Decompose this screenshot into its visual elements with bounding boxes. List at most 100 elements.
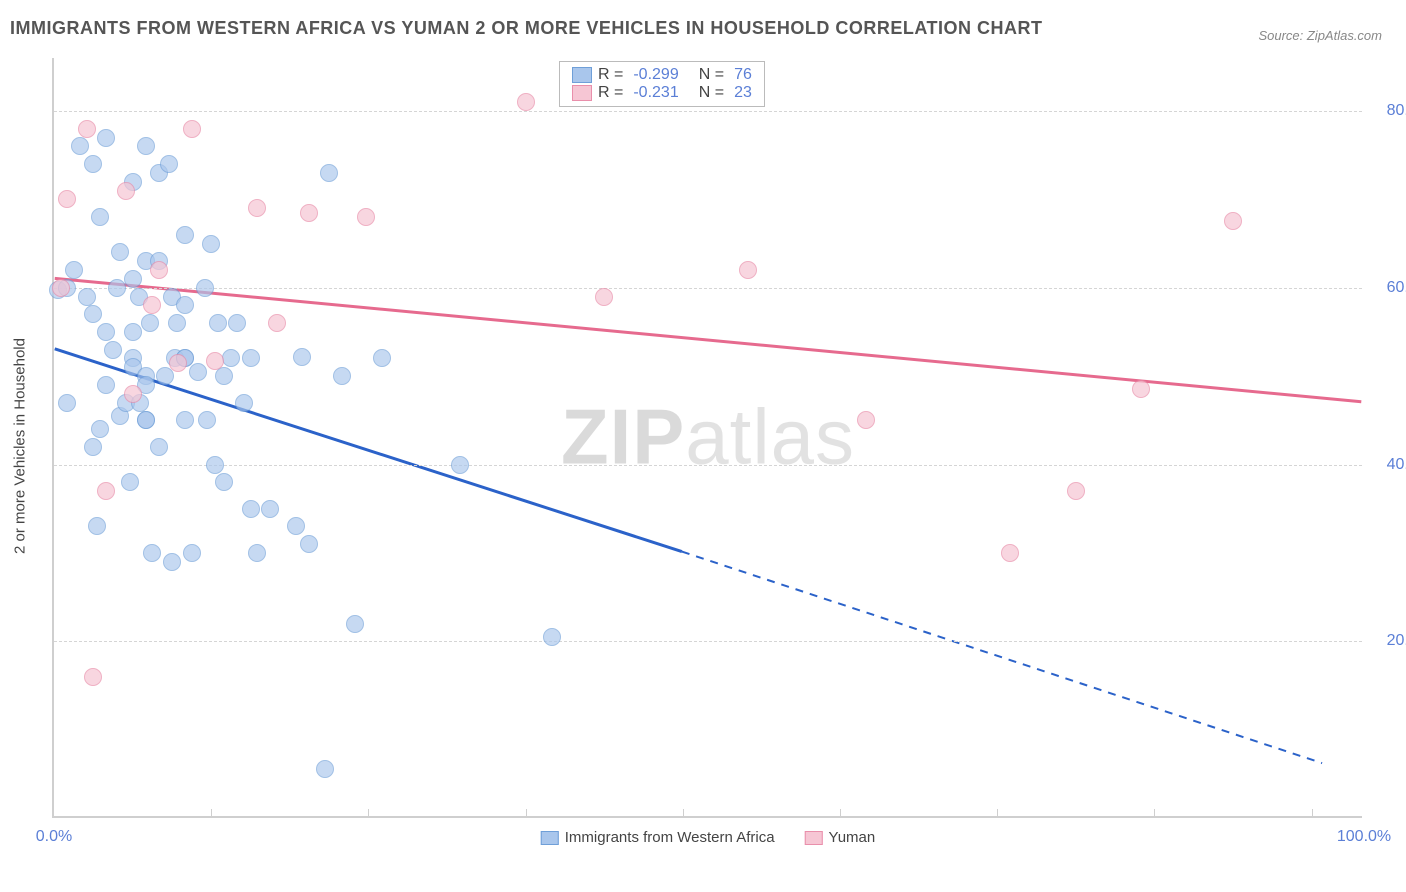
scatter-point [202,235,220,253]
xtick-minor [840,809,841,817]
ytick-label: 40.0% [1372,456,1406,474]
legend-n-value: 23 [734,84,752,102]
scatter-point [52,279,70,297]
scatter-point [97,376,115,394]
scatter-point [517,93,535,111]
scatter-point [198,411,216,429]
gridline-h [54,111,1362,112]
ytick-label: 20.0% [1372,632,1406,650]
scatter-point [124,385,142,403]
regression-line [55,278,1362,401]
scatter-point [78,288,96,306]
legend-label: Immigrants from Western Africa [565,829,775,846]
xtick-label: 0.0% [36,828,72,846]
scatter-point [84,155,102,173]
scatter-point [316,760,334,778]
scatter-point [215,367,233,385]
scatter-point [168,314,186,332]
scatter-point [111,243,129,261]
regression-line-dashed [682,552,1322,764]
legend-n-label: N = [699,66,724,84]
legend-swatch [572,85,592,101]
scatter-point [104,341,122,359]
legend-label: Yuman [829,829,876,846]
scatter-point [857,411,875,429]
scatter-point [176,411,194,429]
scatter-point [84,438,102,456]
legend-n-value: 76 [734,66,752,84]
watermark: ZIPatlas [561,392,855,483]
legend-swatch [541,831,559,845]
scatter-point [1067,482,1085,500]
scatter-point [58,394,76,412]
scatter-point [143,296,161,314]
ytick-label: 80.0% [1372,102,1406,120]
scatter-point [1132,380,1150,398]
scatter-point [163,553,181,571]
scatter-point [71,137,89,155]
watermark-light: atlas [685,393,855,481]
watermark-bold: ZIP [561,393,685,481]
scatter-point [235,394,253,412]
legend-n-label: N = [699,84,724,102]
scatter-point [58,190,76,208]
xtick-minor [368,809,369,817]
scatter-point [65,261,83,279]
bottom-legend-item: Yuman [805,829,876,846]
legend-r-value: -0.299 [633,66,678,84]
scatter-point [242,500,260,518]
scatter-point [261,500,279,518]
gridline-h [54,465,1362,466]
legend-swatch [572,67,592,83]
scatter-point [97,129,115,147]
scatter-point [196,279,214,297]
scatter-point [141,314,159,332]
scatter-point [84,668,102,686]
bottom-legend: Immigrants from Western Africa Yuman [541,829,875,846]
scatter-point [97,323,115,341]
scatter-point [124,323,142,341]
stats-legend-row: R = -0.299N = 76 [572,66,752,84]
scatter-point [333,367,351,385]
scatter-point [320,164,338,182]
legend-r-value: -0.231 [633,84,678,102]
scatter-point [183,544,201,562]
xtick-minor [526,809,527,817]
scatter-point [169,354,187,372]
scatter-point [595,288,613,306]
scatter-point [543,628,561,646]
scatter-point [117,182,135,200]
scatter-point [248,199,266,217]
scatter-point [373,349,391,367]
legend-swatch [805,831,823,845]
scatter-point [91,208,109,226]
scatter-point [183,120,201,138]
y-axis-title: 2 or more Vehicles in Household [12,338,29,554]
xtick-minor [997,809,998,817]
scatter-point [228,314,246,332]
scatter-point [222,349,240,367]
scatter-point [287,517,305,535]
scatter-point [97,482,115,500]
xtick-minor [1312,809,1313,817]
scatter-point [176,296,194,314]
xtick-minor [1154,809,1155,817]
legend-r-label: R = [598,84,623,102]
scatter-point [346,615,364,633]
scatter-point [156,367,174,385]
scatter-point [206,352,224,370]
chart-title: IMMIGRANTS FROM WESTERN AFRICA VS YUMAN … [10,18,1043,39]
scatter-point [215,473,233,491]
scatter-point [143,544,161,562]
source-prefix: Source: [1258,28,1306,43]
scatter-point [300,535,318,553]
regression-lines-layer [54,58,1362,816]
gridline-h [54,288,1362,289]
source-name: ZipAtlas.com [1307,28,1382,43]
scatter-point [242,349,260,367]
scatter-point [121,473,139,491]
xtick-minor [211,809,212,817]
scatter-point [1001,544,1019,562]
scatter-point [268,314,286,332]
scatter-point [150,438,168,456]
